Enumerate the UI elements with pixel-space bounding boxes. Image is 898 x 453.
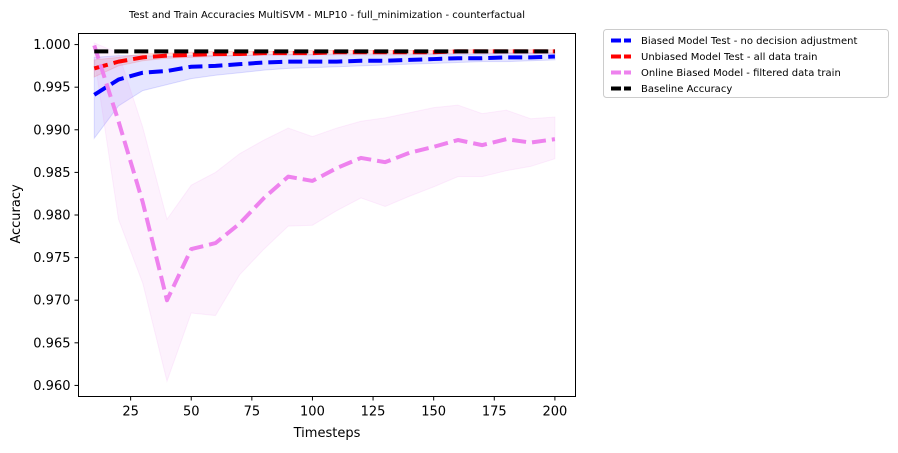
series-lines bbox=[92, 44, 556, 303]
y-tick-label: 0.985 bbox=[33, 166, 70, 181]
y-axis: 0.960 0.965 0.970 0.975 0.980 0.985 0.990 0.995… bbox=[33, 38, 79, 394]
y-tick-label: 0.995 bbox=[33, 81, 70, 96]
series-line-biased-model-test-no-decision-adjustment bbox=[93, 54, 555, 97]
x-tick-label: 200 bbox=[542, 405, 567, 420]
y-axis-label: Accuracy bbox=[9, 184, 24, 244]
y-tick-label: 0.970 bbox=[33, 294, 70, 309]
y-tick-label: 0.960 bbox=[33, 379, 70, 394]
y-tick-label: 0.980 bbox=[33, 209, 70, 224]
x-tick-label: 25 bbox=[122, 405, 139, 420]
x-tick-label: 150 bbox=[421, 405, 446, 420]
confidence-bands bbox=[93, 42, 556, 383]
legend-label-biased-model-test-no-decision-adjustment: Biased Model Test - no decision adjustme… bbox=[641, 36, 858, 47]
x-tick-label: 100 bbox=[300, 405, 325, 420]
y-tick-label: 0.965 bbox=[33, 336, 70, 351]
x-tick-label: 175 bbox=[482, 405, 507, 420]
legend: Biased Model Test - no decision adjustme… bbox=[603, 29, 889, 98]
series-line-online-biased-model-filtered-data-train bbox=[92, 44, 556, 303]
legend-label-unbiased-model-test-all-data-train: Unbiased Model Test - all data train bbox=[641, 52, 818, 63]
x-axis: 25 50 75 100 125 150 175 200 bbox=[122, 396, 567, 420]
legend-label-online-biased-model-filtered-data-train: Online Biased Model - filtered data trai… bbox=[641, 68, 841, 79]
x-tick-label: 75 bbox=[244, 405, 261, 420]
legend-label-baseline-accuracy: Baseline Accuracy bbox=[641, 84, 732, 95]
y-tick-label: 1.000 bbox=[33, 38, 70, 53]
legend-frame bbox=[603, 29, 889, 98]
y-tick-label: 0.990 bbox=[33, 123, 70, 138]
chart-title: Test and Train Accuracies MultiSVM - MLP… bbox=[128, 10, 525, 21]
x-tick-label: 125 bbox=[361, 405, 386, 420]
band-online-biased-model-filtered-data-train bbox=[93, 42, 556, 383]
x-axis-label: Timesteps bbox=[293, 426, 361, 441]
y-tick-label: 0.975 bbox=[33, 251, 70, 266]
x-tick-label: 50 bbox=[183, 405, 200, 420]
